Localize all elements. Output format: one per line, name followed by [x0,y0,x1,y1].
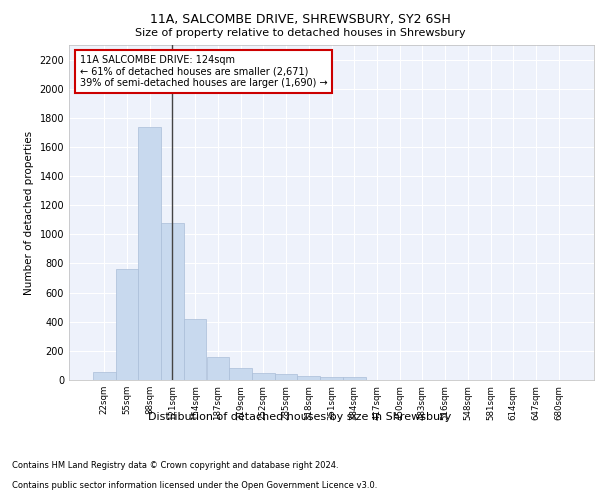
Bar [139,126,161,380]
Bar [343,377,365,380]
Bar [298,376,320,380]
Bar [116,270,139,380]
Text: Distribution of detached houses by size in Shrewsbury: Distribution of detached houses by size … [148,412,452,422]
Y-axis label: Number of detached properties: Number of detached properties [24,130,34,294]
Text: Size of property relative to detached houses in Shrewsbury: Size of property relative to detached ho… [134,28,466,38]
Text: 11A SALCOMBE DRIVE: 124sqm
← 61% of detached houses are smaller (2,671)
39% of s: 11A SALCOMBE DRIVE: 124sqm ← 61% of deta… [79,55,327,88]
Bar [275,374,298,380]
Text: Contains public sector information licensed under the Open Government Licence v3: Contains public sector information licen… [12,481,377,490]
Bar [161,224,184,380]
Bar [320,378,343,380]
Bar [93,372,116,380]
Text: Contains HM Land Registry data © Crown copyright and database right 2024.: Contains HM Land Registry data © Crown c… [12,461,338,470]
Text: 11A, SALCOMBE DRIVE, SHREWSBURY, SY2 6SH: 11A, SALCOMBE DRIVE, SHREWSBURY, SY2 6SH [149,12,451,26]
Bar [184,319,206,380]
Bar [206,356,229,380]
Bar [252,373,275,380]
Bar [229,368,252,380]
